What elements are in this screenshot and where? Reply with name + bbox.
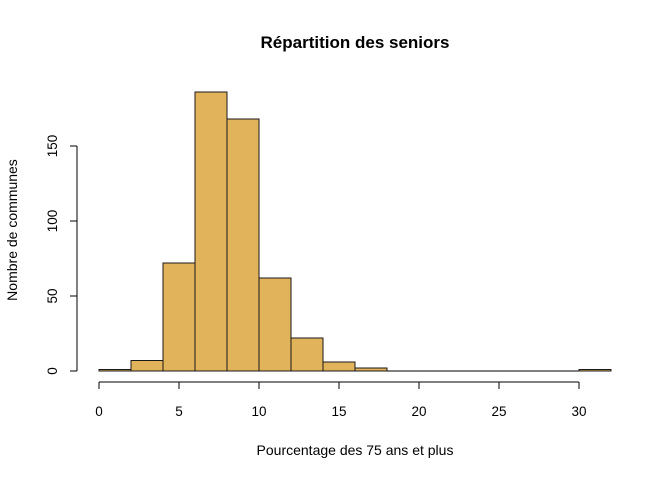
x-axis: 0 5 10 15 20 25 30 [95, 381, 587, 419]
histogram-bar-2 [162, 262, 196, 372]
x-tick-label-5: 5 [175, 404, 183, 419]
x-tick-label-20: 20 [411, 404, 426, 419]
histogram-bar-15 [578, 369, 612, 372]
histogram-bar-4 [226, 118, 260, 372]
histogram-bar-5 [258, 277, 292, 372]
y-tick-label-50: 50 [45, 288, 60, 303]
y-tick-label-100: 100 [45, 210, 60, 233]
y-axis: 0 50 100 150 [45, 135, 78, 375]
x-tick-label-10: 10 [251, 404, 266, 419]
x-tick-label-15: 15 [331, 404, 346, 419]
histogram-bar-6 [290, 337, 324, 372]
bars-group [98, 91, 612, 372]
x-axis-label: Pourcentage des 75 ans et plus [257, 442, 454, 458]
x-tick-label-25: 25 [491, 404, 506, 419]
histogram-bar-7 [322, 361, 356, 372]
histogram-bar-0 [98, 369, 132, 372]
y-tick-label-150: 150 [45, 135, 60, 158]
histogram-bar-3 [194, 91, 228, 372]
x-tick-label-30: 30 [571, 404, 586, 419]
histogram-bar-1 [130, 360, 164, 372]
x-tick-label-0: 0 [95, 404, 103, 419]
y-axis-label: Nombre de communes [4, 159, 20, 301]
histogram-bar-8 [354, 367, 388, 372]
chart-title: Répartition des seniors [261, 33, 450, 52]
y-tick-label-0: 0 [45, 367, 60, 375]
